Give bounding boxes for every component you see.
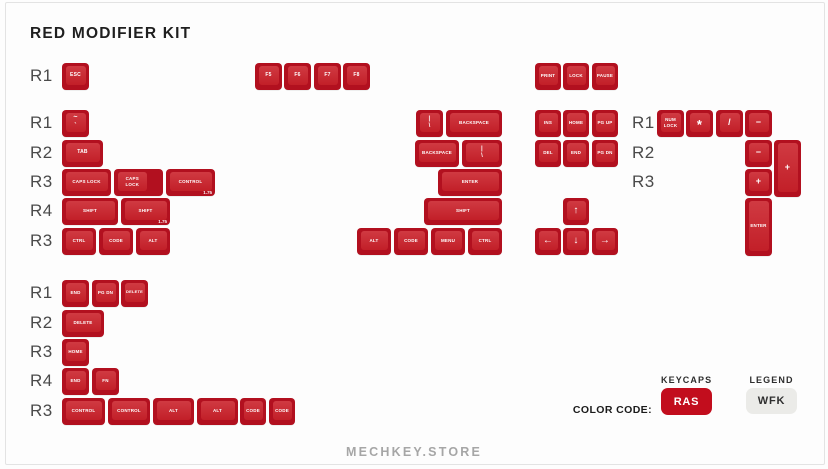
keycap-numpad-minus-r2: −: [745, 140, 772, 167]
keycap-caps-lock: CAPS LOCK: [62, 169, 111, 196]
keycap-tilde-grave: ~ `: [62, 110, 89, 137]
row-label: R3: [30, 342, 53, 361]
keycap-backspace-2u: BACKSPACE: [446, 110, 502, 137]
keycap-control-175: CONTROL 1.75: [166, 169, 215, 196]
keycap-ctrl-mid: CTRL: [468, 228, 502, 255]
keycaps-color-swatch: RAS: [661, 388, 712, 415]
keycap-delete-1u: DELETE: [121, 280, 148, 307]
keycap-pipe-backslash-15u: | \: [462, 140, 502, 167]
keycap-arrow-right: →: [592, 228, 618, 255]
keycap-home-nav: HOME: [563, 110, 589, 137]
keycap-delete-15u: DELETE: [62, 310, 104, 337]
keycap-f5: F5: [255, 63, 282, 90]
keycap-size-note: 1.75: [203, 190, 212, 195]
keycap-numpad-enter: ENTER: [745, 198, 772, 256]
row-label: R1: [30, 66, 53, 85]
keycap-arrow-up: ↑: [563, 198, 589, 225]
keycap-fn: FN: [92, 368, 119, 395]
keycap-arrow-down: ↓: [563, 228, 589, 255]
row-label: R1: [30, 283, 53, 302]
keycap-numpad-plus-2u: +: [774, 140, 801, 197]
color-code-label: COLOR CODE:: [572, 404, 652, 416]
row-label: R3: [30, 401, 53, 420]
keycap-end-b2: END: [62, 368, 89, 395]
keycap-del: DEL: [535, 140, 561, 167]
keycap-pg-dn: PG DN: [592, 140, 618, 167]
keycap-alt-mid: ALT: [357, 228, 391, 255]
row-label: R4: [30, 201, 53, 220]
row-label: R4: [30, 371, 53, 390]
keycap-numpad-slash: /: [716, 110, 743, 137]
keycap-alt-b1: ALT: [153, 398, 194, 425]
keycap-control-b1: CONTROL: [62, 398, 105, 425]
row-label: R3: [632, 172, 655, 191]
keycap-size-note: 1.75: [158, 219, 167, 224]
keycap-tab: TAB: [62, 140, 103, 167]
keycaps-heading: KEYCAPS: [661, 375, 713, 385]
keycap-lock: LOCK: [563, 63, 589, 90]
keycap-num-lock: NUM LOCK: [657, 110, 684, 137]
keycap-pause: PAUSE: [592, 63, 618, 90]
legend-color-swatch: WFK: [746, 388, 797, 414]
keycap-pg-dn-b: PG DN: [92, 280, 119, 307]
keycap-f8: F8: [343, 63, 370, 90]
row-label: R3: [30, 172, 53, 191]
keycap-numpad-plus-r3: +: [745, 169, 772, 196]
keycap-numpad-minus-r1: −: [745, 110, 772, 137]
row-label: R2: [30, 313, 53, 332]
keycap-ins: INS: [535, 110, 561, 137]
row-label: R1: [30, 113, 53, 132]
legend-heading: LEGEND: [749, 375, 794, 385]
keycap-f6: F6: [284, 63, 311, 90]
keycap-end-b1: END: [62, 280, 89, 307]
row-label: R1: [632, 113, 655, 132]
keycap-home-b: HOME: [62, 339, 89, 366]
keycap-ctrl-left: CTRL: [62, 228, 96, 255]
keycap-f7: F7: [314, 63, 341, 90]
keycap-code-b1: CODE: [240, 398, 266, 425]
keycap-shift-2u: SHIFT: [62, 198, 118, 225]
keycap-code-mid: CODE: [394, 228, 428, 255]
keycap-enter: ENTER: [438, 169, 502, 196]
row-label: R2: [632, 143, 655, 162]
keycap-menu: MENU: [431, 228, 465, 255]
keycap-control-b2: CONTROL: [108, 398, 150, 425]
keycap-numpad-asterisk: *: [686, 110, 713, 137]
keycap-backspace-15u: BACKSPACE: [415, 140, 459, 167]
keycap-print: PRINT: [535, 63, 561, 90]
keycap-shift-275: SHIFT: [424, 198, 502, 225]
keycap-esc: ESC: [62, 63, 89, 90]
row-label: R3: [30, 231, 53, 250]
keycap-shift-175: SHIFT 1.75: [121, 198, 170, 225]
keycap-arrow-left: ←: [535, 228, 561, 255]
keycap-code-left: CODE: [99, 228, 133, 255]
footer-brand: MECHKEY.STORE: [345, 445, 483, 459]
keycap-end-nav: END: [563, 140, 589, 167]
keycap-code-b2: CODE: [269, 398, 295, 425]
row-label: R2: [30, 143, 53, 162]
keycap-alt-left: ALT: [136, 228, 170, 255]
page-title: RED MODIFIER KIT: [30, 25, 192, 42]
keycap-caps-lock-stepped: CAPS LOCK: [114, 169, 163, 196]
keycap-pipe-backslash-1u: | \: [416, 110, 443, 137]
keycap-pg-up: PG UP: [592, 110, 618, 137]
keycap-alt-b2: ALT: [197, 398, 238, 425]
